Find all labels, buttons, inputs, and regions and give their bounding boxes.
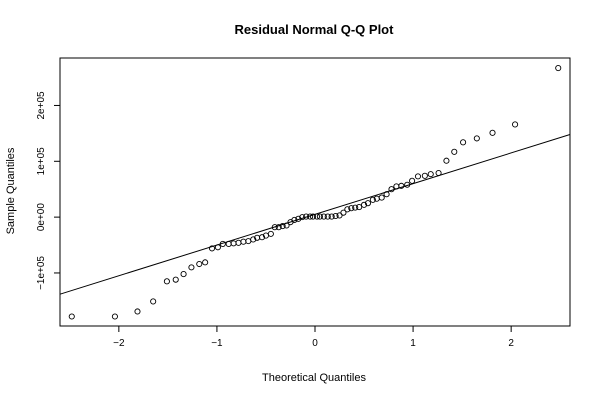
data-point [235, 239, 242, 246]
data-point [332, 212, 339, 220]
plot-frame [59, 57, 571, 327]
data-point [240, 238, 247, 245]
data-point [313, 213, 321, 220]
data-point [378, 194, 385, 201]
data-point [303, 213, 310, 220]
data-point [404, 181, 411, 188]
data-point [196, 260, 203, 268]
y-tick-label: 1e+05 [36, 147, 47, 176]
data-point [324, 213, 331, 220]
data-point [258, 234, 266, 241]
data-point [250, 236, 257, 243]
points-group [68, 65, 562, 320]
data-point [340, 209, 347, 216]
data-point [316, 213, 323, 220]
y-tick-label: 0e+00 [36, 203, 47, 232]
data-point [388, 186, 395, 193]
data-point [299, 214, 306, 221]
data-point [356, 204, 363, 211]
data-point [275, 224, 282, 231]
data-point [214, 244, 221, 251]
data-point [111, 313, 118, 320]
data-point [320, 213, 327, 220]
data-point [414, 173, 422, 180]
data-point [202, 259, 209, 266]
data-point [344, 206, 351, 213]
chart-title: Residual Normal Q-Q Plot [235, 22, 395, 37]
x-tick-label: 1 [410, 338, 416, 349]
data-point [352, 204, 359, 211]
data-point [435, 169, 442, 177]
data-point [172, 276, 179, 283]
data-point [150, 298, 157, 305]
y-tick-label: −1e+05 [36, 256, 47, 290]
x-tick-label: 2 [508, 338, 514, 349]
y-tick-label: 2e+05 [36, 91, 47, 120]
data-point [348, 205, 355, 212]
x-axis: −2 −1 0 1 2 [113, 326, 514, 349]
data-point [328, 213, 335, 220]
data-point [188, 264, 195, 271]
data-point [369, 196, 376, 203]
data-point [291, 216, 298, 223]
data-point [208, 245, 216, 252]
y-axis-label: Sample Quantiles [5, 147, 17, 234]
data-point [295, 215, 302, 222]
data-point [180, 271, 187, 278]
data-point [267, 230, 274, 237]
data-point [283, 222, 290, 229]
data-point [393, 183, 400, 190]
x-tick-label: 0 [312, 338, 318, 349]
data-point [230, 240, 237, 247]
data-point [473, 135, 480, 142]
data-point [427, 171, 434, 178]
data-point [512, 121, 519, 128]
x-axis-label: Theoretical Quantiles [262, 372, 366, 384]
data-point [421, 172, 428, 179]
data-point [460, 139, 467, 146]
x-tick-label: −2 [113, 338, 125, 349]
data-point [134, 308, 141, 315]
data-point [383, 191, 390, 198]
data-point [245, 238, 252, 245]
data-point [271, 224, 278, 231]
data-point [307, 213, 314, 220]
x-tick-label: −1 [211, 338, 223, 349]
data-point [68, 313, 75, 320]
data-point [360, 201, 368, 208]
data-point [443, 157, 450, 164]
data-point [309, 213, 317, 220]
data-point [163, 278, 170, 285]
data-point [219, 240, 226, 247]
data-point [555, 65, 562, 72]
data-point [451, 148, 458, 155]
y-axis: −1e+05 0e+00 1e+05 2e+05 [36, 91, 60, 290]
data-point [336, 212, 343, 219]
data-point [489, 129, 496, 136]
data-point [225, 240, 232, 247]
data-point [409, 177, 416, 184]
data-point [398, 182, 405, 189]
data-point [364, 200, 372, 207]
data-point [279, 223, 286, 230]
